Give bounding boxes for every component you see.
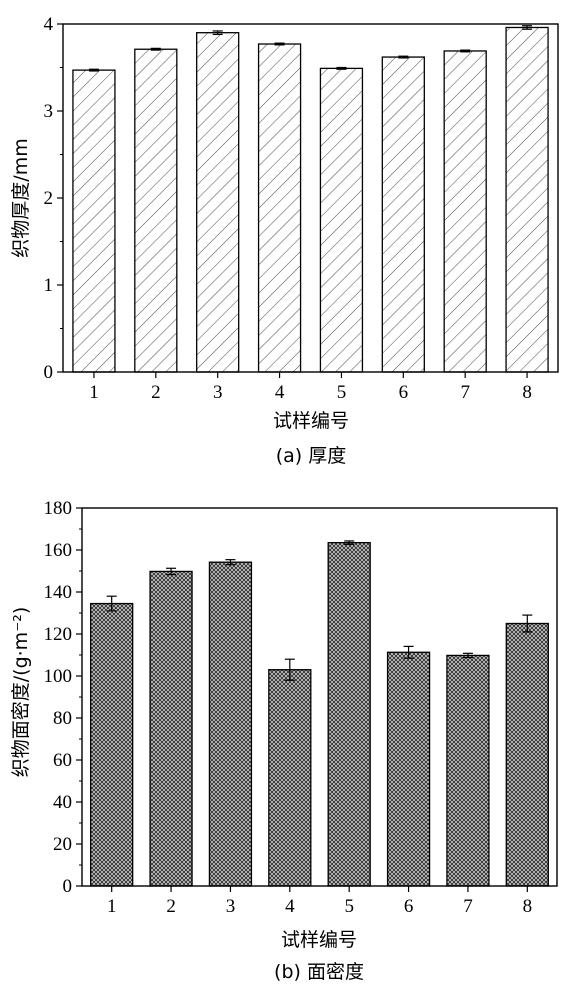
areal-density-x-tick-label: 7 — [463, 896, 473, 917]
thickness-y-tick-label: 2 — [44, 188, 54, 209]
thickness-error-bar-2 — [150, 47, 161, 51]
thickness-bar-7 — [443, 50, 487, 373]
thickness-y-axis-label: 织物厚度/mm — [10, 138, 32, 257]
areal-density-x-tick-label: 4 — [285, 896, 295, 917]
thickness-error-bar-6 — [398, 55, 409, 59]
areal-density-bar-6 — [386, 651, 431, 887]
areal-density-x-tick-label: 5 — [344, 896, 354, 917]
thickness-x-tick-label: 1 — [89, 382, 99, 403]
thickness-error-bar-8 — [522, 25, 533, 30]
areal-density-bar-1 — [90, 602, 134, 887]
thickness-error-bar-3 — [212, 30, 223, 36]
thickness-x-tick-label: 8 — [522, 382, 532, 403]
thickness-caption: (a) 厚度 — [276, 445, 347, 467]
areal-density-error-bar-7 — [462, 652, 473, 659]
thickness-bars — [72, 26, 549, 373]
thickness-bar-2 — [134, 48, 178, 373]
thickness-x-axis-label: 试样编号 — [273, 410, 349, 432]
areal-density-y-tick-label: 120 — [44, 624, 73, 645]
areal-density-y-tick-label: 60 — [53, 750, 72, 771]
thickness-x-tick-label: 3 — [213, 382, 223, 403]
thickness-error-bar-7 — [460, 49, 471, 53]
thickness-y-tick-label: 1 — [44, 275, 54, 296]
areal-density-y-tick-label: 80 — [53, 708, 72, 729]
areal-density-bar-8 — [505, 622, 549, 887]
thickness-x-tick-label: 6 — [399, 382, 409, 403]
areal-density-bars — [90, 542, 549, 887]
thickness-x-tick-label: 7 — [460, 382, 470, 403]
areal-density-bar-5 — [327, 542, 371, 887]
thickness-bar-3 — [196, 32, 240, 373]
thickness-y-tick-label: 0 — [44, 362, 54, 383]
thickness-bar-4 — [257, 43, 302, 373]
thickness-y-tick-label: 4 — [44, 14, 54, 35]
areal-density-error-bar-5 — [344, 540, 355, 545]
areal-density-y-tick-label: 160 — [44, 540, 73, 561]
thickness-error-bar-5 — [336, 66, 347, 70]
areal-density-bar-7 — [446, 654, 490, 887]
areal-density-y-tick-label: 140 — [44, 582, 73, 603]
areal-density-x-tick-label: 8 — [523, 896, 533, 917]
areal-density-bar-2 — [149, 570, 193, 887]
thickness-error-bars — [88, 25, 533, 72]
areal-density-y-axis-label: 织物面密度/(g·m⁻²) — [10, 607, 32, 777]
areal-density-x-tick-label: 6 — [404, 896, 414, 917]
areal-density-error-bars — [106, 540, 533, 681]
thickness-chart: 1 2 3 4 5 6 7 8 0 1 2 3 4 试样编号 织物厚度/mm (a) 厚度 — [10, 14, 559, 467]
areal-density-caption: (b) 面密度 — [274, 961, 364, 983]
thickness-bar-1 — [72, 69, 116, 373]
areal-density-error-bar-6 — [403, 645, 414, 659]
areal-density-error-bar-8 — [522, 614, 533, 633]
areal-density-y-tick-label: 180 — [44, 498, 73, 519]
thickness-x-tick-label: 4 — [275, 382, 285, 403]
areal-density-error-bar-4 — [284, 658, 295, 681]
thickness-error-bar-4 — [274, 42, 285, 46]
areal-density-bar-3 — [208, 561, 253, 887]
thickness-bar-6 — [381, 56, 425, 373]
areal-density-error-bar-1 — [106, 595, 117, 612]
areal-density-error-bar-2 — [166, 567, 177, 576]
areal-density-x-tick-label: 1 — [107, 896, 117, 917]
areal-density-y-tick-label: 20 — [53, 834, 72, 855]
thickness-error-bar-1 — [88, 68, 99, 72]
thickness-x-tick-label: 5 — [337, 382, 347, 403]
areal-density-x-axis-label: 试样编号 — [281, 929, 357, 951]
areal-density-y-tick-label: 100 — [44, 666, 73, 687]
areal-density-x-tick-label: 3 — [226, 896, 236, 917]
areal-density-error-bar-3 — [225, 559, 236, 566]
thickness-axes: 1 2 3 4 5 6 7 8 0 1 2 3 4 — [44, 14, 559, 403]
areal-density-y-tick-label: 0 — [63, 876, 73, 897]
thickness-y-tick-label: 3 — [44, 101, 54, 122]
thickness-bar-8 — [505, 26, 549, 373]
thickness-x-tick-label: 2 — [151, 382, 161, 403]
areal-density-bar-4 — [268, 669, 312, 887]
areal-density-x-tick-label: 2 — [166, 896, 176, 917]
areal-density-y-tick-label: 40 — [53, 792, 72, 813]
thickness-bar-5 — [319, 67, 364, 373]
